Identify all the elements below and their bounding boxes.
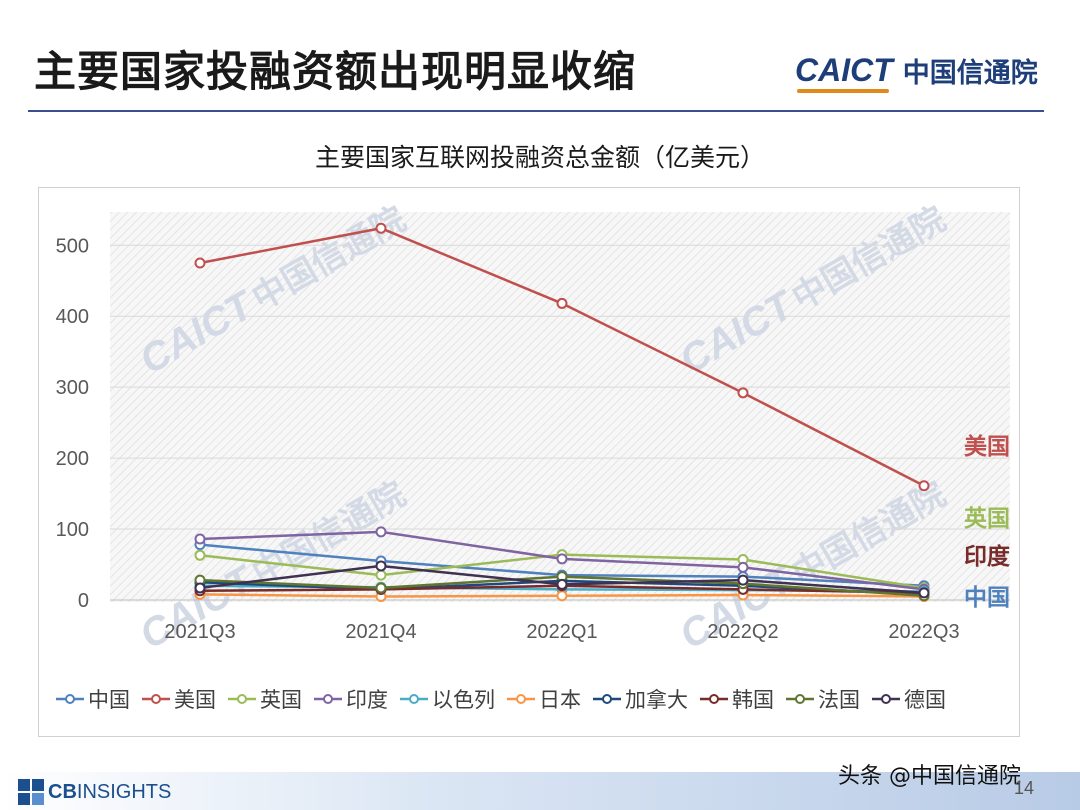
end-label: 美国 <box>964 433 1010 460</box>
legend-label: 中国 <box>88 688 130 712</box>
y-tick-label: 400 <box>56 306 89 328</box>
data-point <box>375 222 387 234</box>
y-tick-label: 300 <box>56 377 89 399</box>
series-法国 <box>194 571 930 602</box>
y-tick-label: 0 <box>78 590 89 612</box>
legend-item: 中国 <box>56 688 130 712</box>
data-point <box>918 587 930 599</box>
legend-swatch-marker <box>409 694 419 704</box>
legend-item: 英国 <box>228 688 302 712</box>
x-tick-label: 2022Q3 <box>888 621 959 643</box>
x-tick-label: 2021Q4 <box>345 621 416 643</box>
caict-logo: CAICT 中国信通院 <box>795 50 1038 93</box>
legend-swatch-marker <box>151 694 161 704</box>
x-tick-label: 2022Q2 <box>707 621 778 643</box>
data-point <box>737 561 749 573</box>
legend-swatch-marker <box>237 694 247 704</box>
data-point <box>556 297 568 309</box>
legend-swatch-marker <box>709 694 719 704</box>
x-axis-ticks: 2021Q3 2021Q4 2022Q1 2022Q2 2022Q3 <box>164 621 959 643</box>
legend-item: 印度 <box>314 688 388 712</box>
legend-item: 美国 <box>142 688 216 712</box>
legend-item: 法国 <box>786 688 860 712</box>
legend-label: 印度 <box>346 688 388 712</box>
source-credit: 头条 @中国信通院 <box>838 764 1021 789</box>
legend-item: 韩国 <box>700 688 774 712</box>
legend-label: 以色列 <box>432 688 495 712</box>
data-point <box>918 480 930 492</box>
cb-mark-icon <box>18 779 44 805</box>
data-point <box>194 533 206 545</box>
data-point <box>375 582 387 594</box>
y-tick-label: 100 <box>56 519 89 541</box>
legend-swatch-marker <box>65 694 75 704</box>
end-label: 英国 <box>964 505 1010 532</box>
legend-label: 英国 <box>260 688 302 712</box>
legend-item: 德国 <box>872 688 946 712</box>
data-point <box>375 526 387 538</box>
legend-label: 法国 <box>818 688 860 712</box>
legend-label: 韩国 <box>732 688 774 712</box>
series-德国 <box>194 560 930 599</box>
title-divider <box>28 110 1044 112</box>
series-layer <box>194 222 930 602</box>
slide-title: 主要国家投融资额出现明显收缩 <box>34 47 637 96</box>
legend-swatch-marker <box>795 694 805 704</box>
data-point <box>194 257 206 269</box>
logo-caict-text: CAICT <box>795 51 893 93</box>
chart-title: 主要国家互联网投融资总金额（亿美元） <box>314 143 765 172</box>
legend-swatch-marker <box>602 694 612 704</box>
series-美国 <box>194 222 930 492</box>
data-point <box>737 387 749 399</box>
legend-item: 以色列 <box>400 688 495 712</box>
legend: 中国 美国 英国 印度 以色列 日本 加拿大 韩国 法国 德国 <box>56 688 946 712</box>
legend-swatch-marker <box>516 694 526 704</box>
legend-label: 加拿大 <box>625 688 688 712</box>
data-point <box>737 574 749 586</box>
end-label: 中国 <box>964 585 1010 611</box>
x-tick-label: 2022Q1 <box>526 621 597 643</box>
data-point <box>556 590 568 602</box>
legend-label: 德国 <box>904 688 946 712</box>
data-point <box>375 569 387 581</box>
legend-swatch-marker <box>323 694 333 704</box>
legend-swatch-marker <box>881 694 891 704</box>
page-number: 14 <box>1014 778 1035 798</box>
x-tick-label: 2021Q3 <box>164 621 235 643</box>
data-point <box>194 582 206 594</box>
y-axis-ticks: 0 100 200 300 400 500 <box>56 235 89 612</box>
data-point <box>375 560 387 572</box>
y-tick-label: 200 <box>56 448 89 470</box>
footer-bar <box>0 772 1080 810</box>
data-point <box>194 549 206 561</box>
end-label: 印度 <box>964 543 1011 570</box>
y-tick-label: 500 <box>56 235 89 257</box>
legend-label: 日本 <box>539 688 581 712</box>
data-point <box>556 553 568 565</box>
data-point <box>556 578 568 590</box>
legend-item: 加拿大 <box>593 688 688 712</box>
legend-item: 日本 <box>507 688 581 712</box>
logo-cn-text: 中国信通院 <box>902 57 1038 89</box>
cb-logo-text: CBINSIGHTS <box>48 780 172 803</box>
legend-label: 美国 <box>174 688 216 712</box>
cb-insights-logo: CBINSIGHTS <box>18 779 171 805</box>
